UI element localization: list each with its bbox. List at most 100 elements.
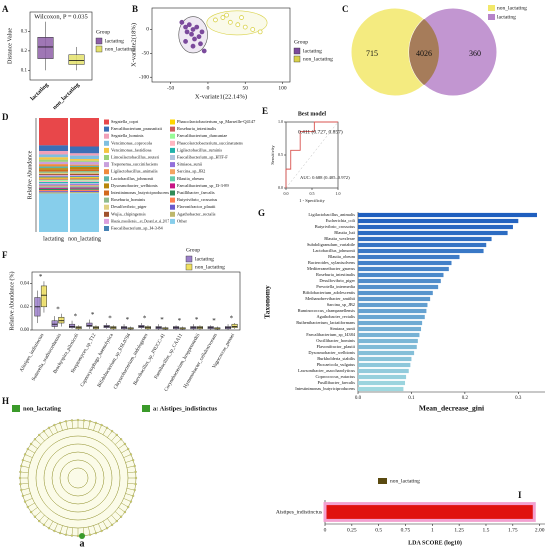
- bar: [358, 374, 407, 380]
- legend-swatch: [95, 37, 103, 45]
- clade-ring: [59, 459, 97, 497]
- clade-branch: [93, 422, 97, 431]
- bar-segment: [39, 176, 68, 178]
- clade-node: [64, 420, 68, 423]
- bar-segment: [39, 188, 68, 191]
- legend-label: Lactobacillus_johnsonii: [111, 176, 154, 181]
- y-tick-label: Mediterraneibacter_gnavus: [307, 266, 355, 271]
- plot-frame: [29, 11, 93, 81]
- clade-node: [21, 494, 24, 498]
- legend-swatch: [104, 126, 109, 132]
- annotation: 0.411 (0.727, 0.857): [298, 128, 343, 135]
- y-tick-label: Ruthenibacterium_lactatiformans: [296, 320, 355, 325]
- legend-label: Faecalibacterium_sp_HTF-F: [177, 155, 228, 160]
- point: [199, 29, 205, 35]
- clade-branch: [48, 427, 54, 435]
- y-tick-label: 0.1: [21, 68, 28, 73]
- legend-swatch: [185, 255, 193, 263]
- box: [69, 323, 76, 328]
- significance-mark: *: [108, 315, 112, 323]
- significance-mark: *: [160, 316, 164, 324]
- clade-branch: [34, 439, 41, 445]
- bar-segment: [70, 153, 99, 156]
- bar-segment: [70, 155, 99, 160]
- legend-label: Blautia_obeum: [177, 176, 204, 181]
- clade-node: [18, 476, 22, 480]
- bar: [358, 284, 439, 290]
- chart-title: Best model: [298, 111, 326, 117]
- clade-branch: [111, 434, 117, 441]
- legend-label: Ligilactobacillus_animalis: [111, 169, 158, 174]
- clade-node: [47, 426, 51, 429]
- bar-segment: [70, 159, 99, 161]
- bar: [358, 356, 412, 362]
- bar: [358, 314, 425, 320]
- x-tick-label: -50: [167, 85, 175, 91]
- x-tick-label: 100: [278, 85, 287, 91]
- legend-label: Wujia_chipingensis: [111, 211, 146, 216]
- clade-node: [134, 476, 138, 480]
- clade-node: [19, 470, 22, 474]
- point: [257, 29, 263, 35]
- bar: [358, 230, 508, 236]
- bar: [358, 248, 484, 254]
- clade-node: [132, 458, 135, 462]
- clade-node: [134, 470, 137, 474]
- clade-branch: [98, 523, 102, 532]
- x-tick-label: 0.25: [347, 527, 357, 533]
- bar-segment: [70, 164, 99, 166]
- bar-segment: [39, 169, 68, 172]
- bar-segment: [39, 151, 68, 155]
- y-tick-label: Intestinimonas_butyriciproducens: [295, 386, 355, 391]
- panel-letter: D: [2, 112, 9, 122]
- clade-node: [70, 534, 74, 537]
- clade-branch: [123, 454, 132, 458]
- legend-label: Vencimonas_fastidiosa: [111, 147, 152, 152]
- x-tick-label: 1: [431, 527, 434, 533]
- legend-label: Faecalibacterium_prausnitzii: [111, 126, 163, 131]
- clade-node: [23, 500, 27, 503]
- y-axis-label: Relative Abundance (%): [8, 272, 15, 331]
- clade-node: [64, 533, 68, 536]
- legend-label: lactating: [105, 38, 124, 44]
- bar-segment: [39, 166, 68, 169]
- clade-node: [120, 515, 123, 518]
- bar-segment: [70, 180, 99, 182]
- clade-branch: [21, 465, 30, 468]
- y-tick-label: Blautia_luti: [334, 230, 356, 235]
- clade-branch: [71, 527, 73, 536]
- clade-node: [42, 523, 46, 527]
- clade-branch: [39, 434, 45, 441]
- x-tick-label: lactating: [30, 82, 50, 102]
- y-tick-label: Phocaeicola_vulgatus: [317, 362, 356, 367]
- clade-node: [127, 505, 130, 509]
- bar: [358, 260, 452, 266]
- x-tick-label: non_lactating: [68, 236, 101, 242]
- point: [186, 22, 192, 28]
- bar-segment: [70, 169, 99, 172]
- legend-title: Group: [96, 29, 110, 35]
- legend-label: Phascolarctobacterium_sp_Marseille-Q4147: [177, 119, 256, 124]
- legend-swatch: [488, 14, 495, 20]
- clade-branch: [59, 525, 63, 534]
- clade-branch: [20, 483, 29, 485]
- y-tick-label: Agathobacter_rectalis: [316, 314, 355, 319]
- legend-swatch: [170, 133, 175, 139]
- clade-node: [38, 520, 41, 523]
- bar-segment: [39, 190, 68, 192]
- y-tick-label: Lawsonibacter_asaccharolyticus: [298, 368, 355, 373]
- box: [86, 322, 93, 327]
- point: [183, 39, 188, 44]
- x-tick-label: 1.25: [454, 527, 464, 533]
- point: [198, 41, 203, 47]
- clade-branch: [39, 515, 45, 522]
- point: [184, 29, 190, 35]
- legend-swatch: [104, 183, 109, 189]
- legend-label: a: Aistipes_indistinctus: [153, 405, 218, 412]
- bar: [358, 218, 519, 224]
- significance-mark: *: [230, 315, 234, 323]
- bar: [358, 272, 444, 278]
- x-tick-label: Bifidobacterium_sp_ESL0704: [97, 333, 132, 389]
- box: [231, 323, 238, 328]
- bar-segment: [70, 190, 99, 193]
